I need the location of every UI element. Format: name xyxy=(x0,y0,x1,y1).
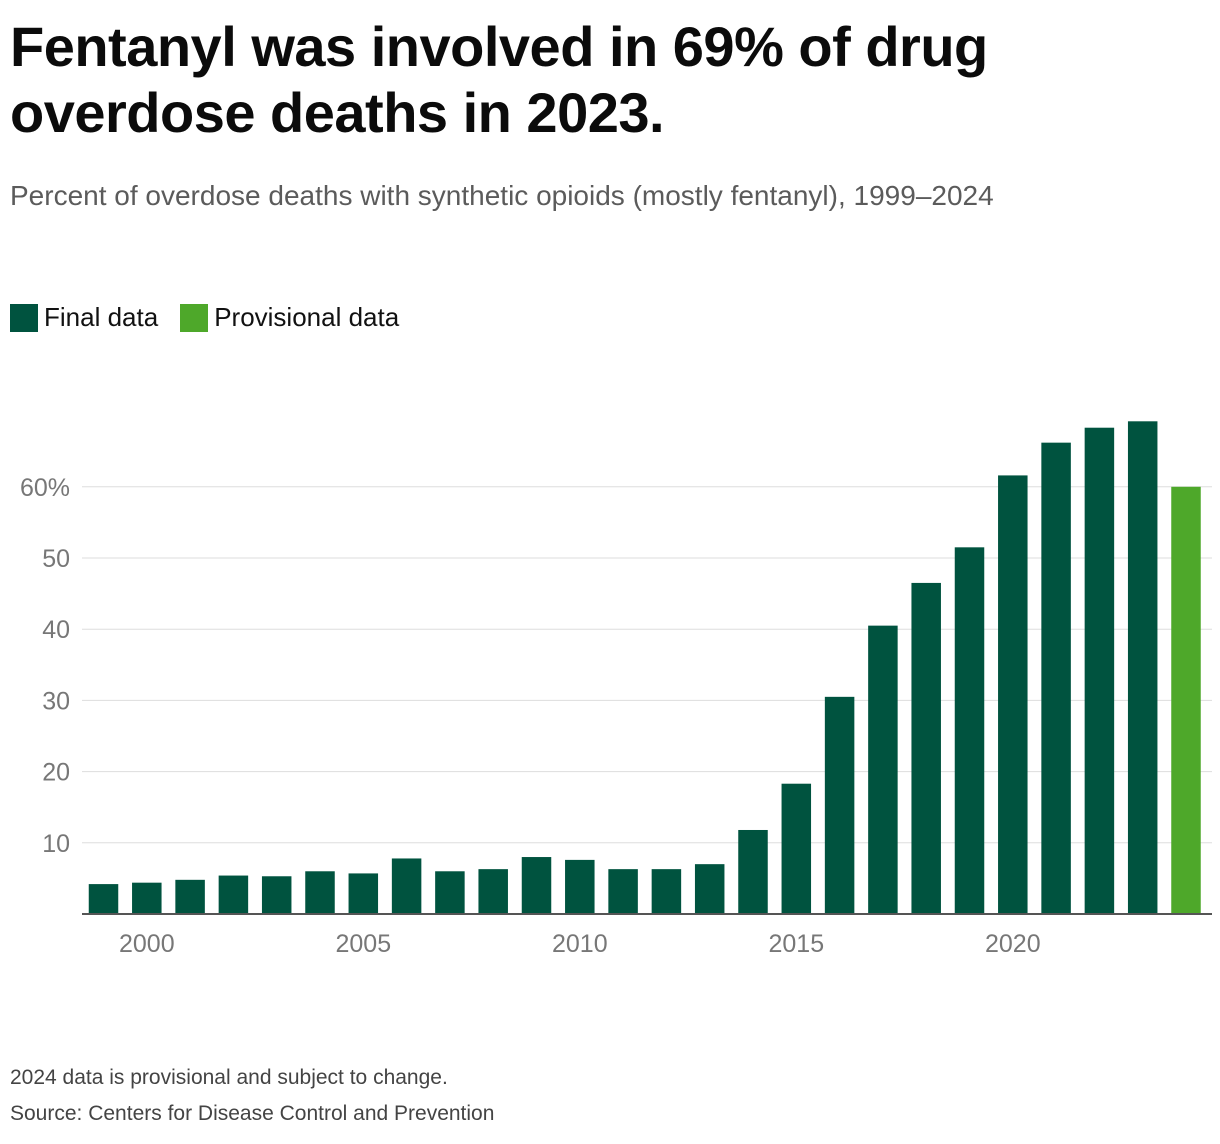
bar-2014 xyxy=(738,829,768,914)
bar-2018 xyxy=(911,582,941,914)
bar-chart: 10 20 30 40 50 60% 2000 2005 2010 2015 2020 xyxy=(20,421,1212,958)
legend: Final data Provisional data xyxy=(10,302,421,333)
bar-2010 xyxy=(565,859,595,914)
bar-2011 xyxy=(608,869,638,914)
x-tick-label: 2015 xyxy=(768,930,824,958)
y-tick-label: 10 xyxy=(42,830,70,858)
bar-2005 xyxy=(348,873,379,914)
legend-item-final: Final data xyxy=(10,302,158,333)
bar-2007 xyxy=(435,871,465,914)
bar-2006 xyxy=(391,858,422,914)
y-tick-label: 60% xyxy=(20,474,70,502)
bar-2021 xyxy=(1041,442,1071,914)
legend-label-provisional: Provisional data xyxy=(214,302,400,332)
y-tick-label: 20 xyxy=(42,759,70,787)
bar-2009 xyxy=(521,857,552,914)
chart-title: Fentanyl was involved in 69% of drug ove… xyxy=(10,15,988,144)
x-tick-label: 2005 xyxy=(335,930,391,958)
bar-2015 xyxy=(781,783,812,914)
bar-2017 xyxy=(868,625,898,914)
x-tick-label: 2010 xyxy=(552,930,608,958)
bar-2013 xyxy=(694,864,725,914)
bar-2019 xyxy=(954,547,985,914)
x-tick-label: 2000 xyxy=(119,930,175,958)
y-tick-label: 50 xyxy=(42,545,70,573)
bar-2008 xyxy=(478,869,508,914)
y-tick-label: 30 xyxy=(42,687,70,715)
legend-swatch-provisional xyxy=(180,303,209,332)
bar-2001 xyxy=(175,879,205,914)
bar-2020 xyxy=(998,475,1028,914)
bar-2000 xyxy=(132,882,162,914)
x-tick-label: 2020 xyxy=(985,930,1041,958)
bar-2022 xyxy=(1084,427,1115,914)
bar-2023 xyxy=(1127,421,1158,914)
chart-subtitle: Percent of overdose deaths with syntheti… xyxy=(10,180,994,211)
legend-swatch-final xyxy=(10,303,38,332)
bar-2012 xyxy=(651,869,682,914)
bar-2004 xyxy=(305,871,335,914)
legend-item-provisional: Provisional data xyxy=(180,302,399,333)
legend-label-final: Final data xyxy=(44,302,159,332)
bar-2002 xyxy=(218,875,249,914)
y-tick-label: 40 xyxy=(42,616,70,644)
bar-2016 xyxy=(824,696,855,914)
bar-2003 xyxy=(261,876,292,914)
bar-1999 xyxy=(88,884,119,914)
bar-2024 xyxy=(1171,486,1201,914)
source-note: Source: Centers for Disease Control and … xyxy=(10,1102,495,1125)
provisional-note: 2024 data is provisional and subject to … xyxy=(10,1066,448,1089)
